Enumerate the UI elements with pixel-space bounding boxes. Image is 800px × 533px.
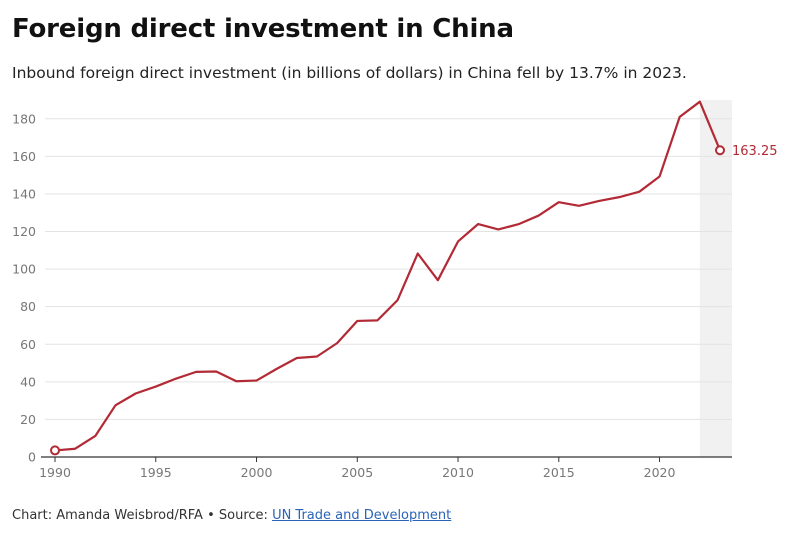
x-tick-label-2000: 2000 [241,465,273,480]
x-tick-label-1995: 1995 [140,465,172,480]
x-tick-labels: 1990 1995 2000 2005 2010 2015 2020 [39,457,675,480]
y-tick-label-80: 80 [20,299,36,314]
chart-footer: Chart: Amanda Weisbrod/RFA • Source: UN … [12,508,451,523]
highlight-band-layer [699,100,732,457]
y-tick-label-140: 140 [12,186,36,201]
highlight-band [699,100,732,457]
footer-chart-prefix: Chart: [12,508,57,523]
series-layer [53,100,722,452]
y-tick-labels: 0 20 40 60 80 100 120 140 160 180 [12,111,36,464]
chart-subtitle: Inbound foreign direct investment (in bi… [12,64,687,82]
footer-separator: • [202,508,219,523]
footer-source-prefix: Source: [218,508,273,523]
end-value-label: 163.25 [732,144,778,159]
marker-layer: 163.25 [50,144,778,456]
x-tick-label-2020: 2020 [644,465,676,480]
y-tick-label-100: 100 [12,262,36,277]
end-marker [715,145,725,156]
x-tick-label-2015: 2015 [543,465,575,480]
y-tick-label-180: 180 [12,111,36,126]
y-tick-label-120: 120 [12,224,36,239]
x-tick-label-2005: 2005 [341,465,373,480]
start-marker [50,445,60,456]
source-link[interactable]: UN Trade and Development [272,508,452,523]
y-tick-label-40: 40 [20,374,36,389]
y-tick-label-20: 20 [20,412,36,427]
chart-title: Foreign direct investment in China [12,14,514,44]
x-tick-label-2010: 2010 [442,465,474,480]
y-tick-label-160: 160 [12,149,36,164]
x-tick-label-1990: 1990 [39,465,71,480]
footer-chart-author: Amanda Weisbrod/RFA [56,508,203,523]
y-tick-label-0: 0 [28,450,36,465]
grid-layer [45,118,732,420]
series-line-0 [53,100,722,452]
y-tick-label-60: 60 [20,337,36,352]
